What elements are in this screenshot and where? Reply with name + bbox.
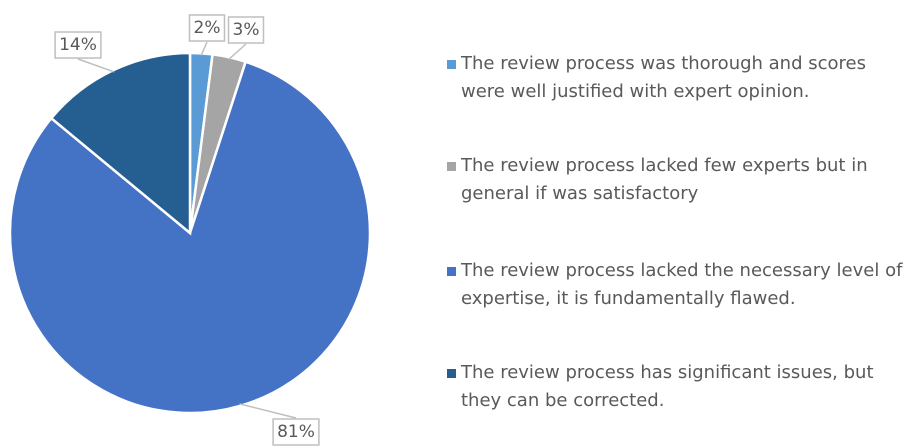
legend-swatch — [447, 162, 456, 171]
data-label-box — [54, 31, 102, 59]
data-label-box — [227, 16, 265, 44]
leader-line — [228, 43, 247, 60]
legend-entry: The review process was thorough and scor… — [447, 50, 908, 106]
legend-entry: The review process lacked few experts bu… — [447, 152, 908, 208]
leader-line — [77, 58, 115, 73]
data-label: 14% — [59, 35, 97, 55]
legend-entry: The review process lacked the necessary … — [447, 257, 908, 313]
data-label-box — [188, 14, 226, 42]
pie-slice — [49, 51, 192, 236]
data-label: 3% — [233, 20, 260, 40]
legend-swatch — [447, 369, 456, 378]
leader-line — [200, 41, 208, 56]
leader-line — [239, 403, 297, 419]
legend-label: The review process lacked the necessary … — [461, 260, 903, 309]
legend-entry: The review process has significant issue… — [447, 359, 908, 415]
data-label: 81% — [277, 422, 315, 442]
legend-swatch — [447, 60, 456, 69]
legend-swatch — [447, 267, 456, 276]
chart: 2% 3% 81% 14% — [8, 14, 372, 446]
data-label-box — [272, 418, 320, 446]
legend-label: The review process has significant issue… — [461, 362, 874, 411]
data-label: 2% — [194, 18, 221, 38]
pie-slice — [8, 60, 372, 415]
legend-label: The review process was thorough and scor… — [461, 53, 866, 102]
legend-label: The review process lacked few experts bu… — [461, 155, 868, 204]
